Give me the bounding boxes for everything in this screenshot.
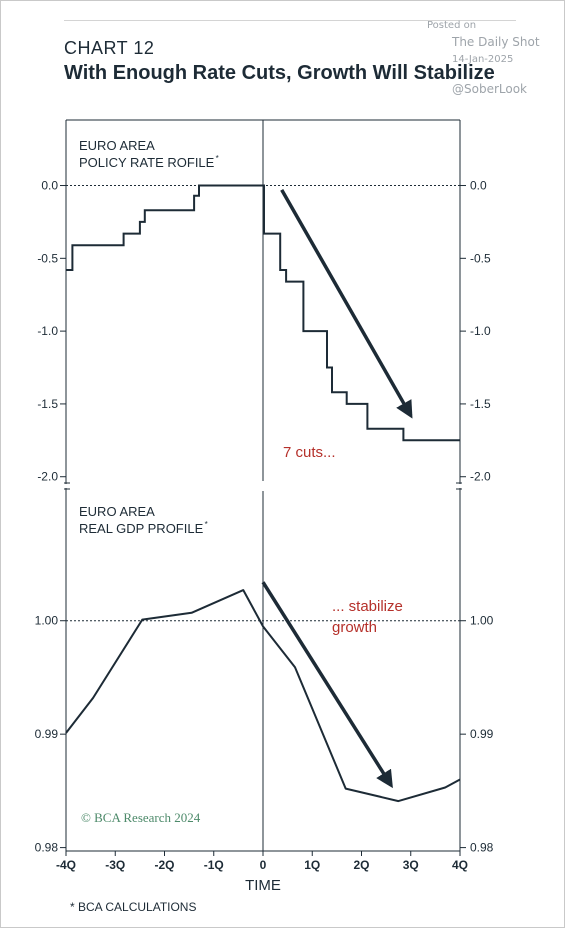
panel2-annotation-line1: ... stabilize bbox=[332, 598, 403, 615]
panel1-left-tick-label: -1.5 bbox=[37, 397, 58, 411]
watermark-source: The Daily Shot bbox=[452, 35, 540, 49]
panel1-right-tick-label: 0.0 bbox=[470, 179, 487, 193]
chart-number: CHART 12 bbox=[64, 38, 155, 58]
header-rule bbox=[64, 20, 516, 21]
panel2-arrow bbox=[261, 581, 393, 789]
panel1-right-tick-label: -1.0 bbox=[470, 324, 491, 338]
watermark-posted: Posted on bbox=[427, 20, 477, 31]
panel2-right-tick-label: 1.00 bbox=[470, 614, 494, 628]
x-tick-label: -4Q bbox=[56, 858, 76, 872]
panel2-left-tick-label: 0.99 bbox=[35, 727, 59, 741]
panel1-arrow bbox=[280, 189, 413, 419]
x-tick-label: -2Q bbox=[154, 858, 174, 872]
panel1-annotation: 7 cuts... bbox=[283, 444, 336, 461]
panel1-left-tick-label: -1.0 bbox=[37, 324, 58, 338]
panel2-right-tick-label: 0.98 bbox=[470, 841, 494, 855]
x-tick-label: 1Q bbox=[304, 858, 320, 872]
policy-rate-line bbox=[66, 184, 460, 442]
x-tick-label: -1Q bbox=[204, 858, 224, 872]
x-tick-label: 3Q bbox=[403, 858, 419, 872]
panel2-label-line2: REAL GDP PROFILE bbox=[79, 521, 204, 536]
panel1-left-tick-label: 0.0 bbox=[41, 179, 58, 193]
panel2-footnote-marker: * bbox=[205, 520, 208, 529]
panel1-left-tick-label: -0.5 bbox=[37, 251, 58, 265]
x-axis-label: TIME bbox=[245, 877, 281, 894]
panel2-label-line1: EURO AREA bbox=[79, 504, 155, 519]
panel1-label-line1: EURO AREA bbox=[79, 138, 155, 153]
watermark-handle: @SoberLook bbox=[452, 82, 527, 96]
chart-title: With Enough Rate Cuts, Growth Will Stabi… bbox=[64, 62, 495, 84]
panel2-left-tick-label: 0.98 bbox=[35, 841, 59, 855]
watermark-date: 14-Jan-2025 bbox=[452, 54, 514, 65]
x-tick-label: -3Q bbox=[105, 858, 125, 872]
footnote: * BCA CALCULATIONS bbox=[70, 900, 197, 914]
panel1-footnote-marker: * bbox=[216, 154, 219, 163]
panel1-label-line2: POLICY RATE ROFILE bbox=[79, 155, 215, 170]
bca-credit: © BCA Research 2024 bbox=[81, 810, 201, 825]
gdp-line bbox=[65, 589, 461, 803]
panel1-right-tick-label: -2.0 bbox=[470, 470, 491, 484]
panel2-right-tick-label: 0.99 bbox=[470, 727, 494, 741]
panel1-right-tick-label: -1.5 bbox=[470, 397, 491, 411]
panel2-annotation-line2: growth bbox=[332, 619, 377, 636]
x-tick-label: 0 bbox=[260, 858, 267, 872]
x-tick-label: 2Q bbox=[353, 858, 369, 872]
panel1-right-tick-label: -0.5 bbox=[470, 251, 491, 265]
panel1-left-tick-label: -2.0 bbox=[37, 470, 58, 484]
x-tick-label: 4Q bbox=[452, 858, 468, 872]
panel2-left-tick-label: 1.00 bbox=[35, 614, 59, 628]
